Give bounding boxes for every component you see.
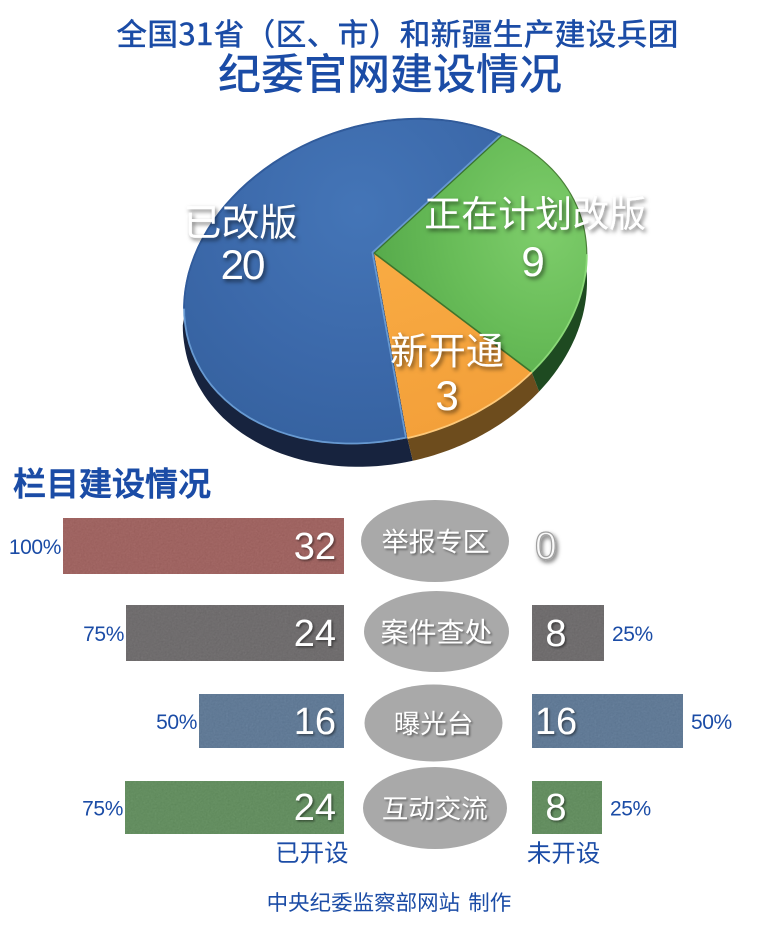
svg-text:8: 8 (545, 613, 566, 655)
svg-text:16: 16 (535, 701, 577, 743)
svg-text:3: 3 (435, 372, 458, 419)
svg-text:20: 20 (221, 241, 264, 288)
svg-text:9: 9 (521, 238, 544, 285)
svg-text:100%: 100% (9, 536, 61, 559)
svg-text:32: 32 (294, 526, 336, 568)
svg-text:24: 24 (294, 613, 336, 655)
svg-text:75%: 75% (83, 623, 124, 646)
svg-text:24: 24 (294, 787, 336, 829)
svg-text:0: 0 (535, 525, 557, 568)
svg-text:50%: 50% (691, 711, 732, 734)
svg-text:8: 8 (545, 787, 566, 829)
svg-text:75%: 75% (82, 798, 123, 821)
svg-text:25%: 25% (610, 798, 651, 821)
svg-text:25%: 25% (612, 623, 653, 646)
svg-text:50%: 50% (156, 711, 197, 734)
svg-text:16: 16 (294, 701, 336, 743)
